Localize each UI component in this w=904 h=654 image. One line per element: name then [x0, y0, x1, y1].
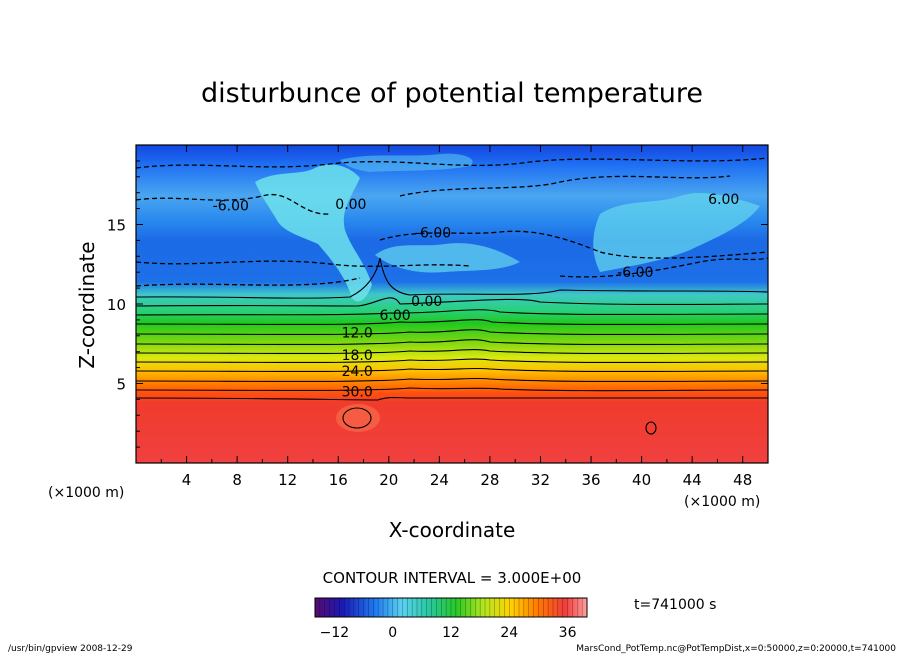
- x-axis-unit-left: (×1000 m): [48, 485, 124, 501]
- contour-label: 24.0: [342, 364, 373, 380]
- x-tick-label: 44: [683, 471, 702, 489]
- time-text: t=741000 s: [634, 597, 716, 613]
- x-tick-label: 8: [232, 471, 242, 489]
- x-tick-label: 28: [480, 471, 499, 489]
- contour-labels: -6.00 0.00-6.006.00-6.000.006.0012.018.02…: [213, 192, 740, 400]
- contour-interval-text: CONTOUR INTERVAL = 3.000E+00: [323, 569, 582, 587]
- turbulent-patch-top: [340, 153, 473, 172]
- x-tick-label: 48: [733, 471, 752, 489]
- x-tick-label: 32: [531, 471, 550, 489]
- colorbar-tick-label: 36: [559, 625, 577, 641]
- contour-label: -6.00: [415, 225, 451, 241]
- contour-label: 0.00: [335, 197, 366, 213]
- turbulent-patch-right: [593, 193, 760, 272]
- x-tick-label: 12: [278, 471, 297, 489]
- y-tick-label: 15: [107, 217, 126, 235]
- plot-area: -6.00 0.00-6.006.00-6.000.006.0012.018.02…: [136, 145, 768, 463]
- x-tick-label: 16: [329, 471, 348, 489]
- x-tick-label: 4: [182, 471, 192, 489]
- x-axis: 4 8 12 16 20 24 28 32 36 40 44 48: [160, 145, 752, 489]
- x-axis-label: X-coordinate: [389, 518, 516, 542]
- x-tick-label: 24: [430, 471, 449, 489]
- y-axis-label: Z-coordinate: [75, 241, 99, 368]
- contour-label: 6.00: [708, 192, 739, 208]
- footer-right: MarsCond_PotTemp.nc@PotTempDist,x=0:5000…: [576, 644, 896, 654]
- colorbar-tick-label: 0: [388, 625, 397, 641]
- x-tick-label: 20: [379, 471, 398, 489]
- contour-label: 30.0: [342, 384, 373, 400]
- contour-label: -6.00: [617, 265, 653, 281]
- y-axis: 5 10 15: [107, 160, 768, 448]
- contour-label: -6.00: [213, 198, 249, 214]
- x-tick-label: 36: [581, 471, 600, 489]
- y-tick-label: 5: [116, 376, 126, 394]
- y-tick-label: 10: [107, 296, 126, 314]
- x-axis-unit-right: (×1000 m): [684, 494, 760, 510]
- colorbar-segments: [319, 598, 583, 617]
- colorbar-ticks: −12 0 12 24 36: [320, 625, 577, 641]
- colorbar-tick-label: 12: [442, 625, 460, 641]
- contour-label: 18.0: [342, 348, 373, 364]
- footer-left: /usr/bin/gpview 2008-12-29: [8, 644, 133, 654]
- contour-label: 12.0: [342, 326, 373, 342]
- chart-title: disturbunce of potential temperature: [201, 78, 703, 109]
- colorbar-tick-label: 24: [500, 625, 518, 641]
- turbulent-patch-left: [255, 164, 372, 302]
- positive-contours: [136, 257, 768, 435]
- contour-label: 6.00: [380, 308, 411, 324]
- x-tick-label: 40: [632, 471, 651, 489]
- contour-label: 0.00: [411, 294, 442, 310]
- negative-contours: [136, 157, 768, 287]
- colorbar-tick-label: −12: [320, 625, 350, 641]
